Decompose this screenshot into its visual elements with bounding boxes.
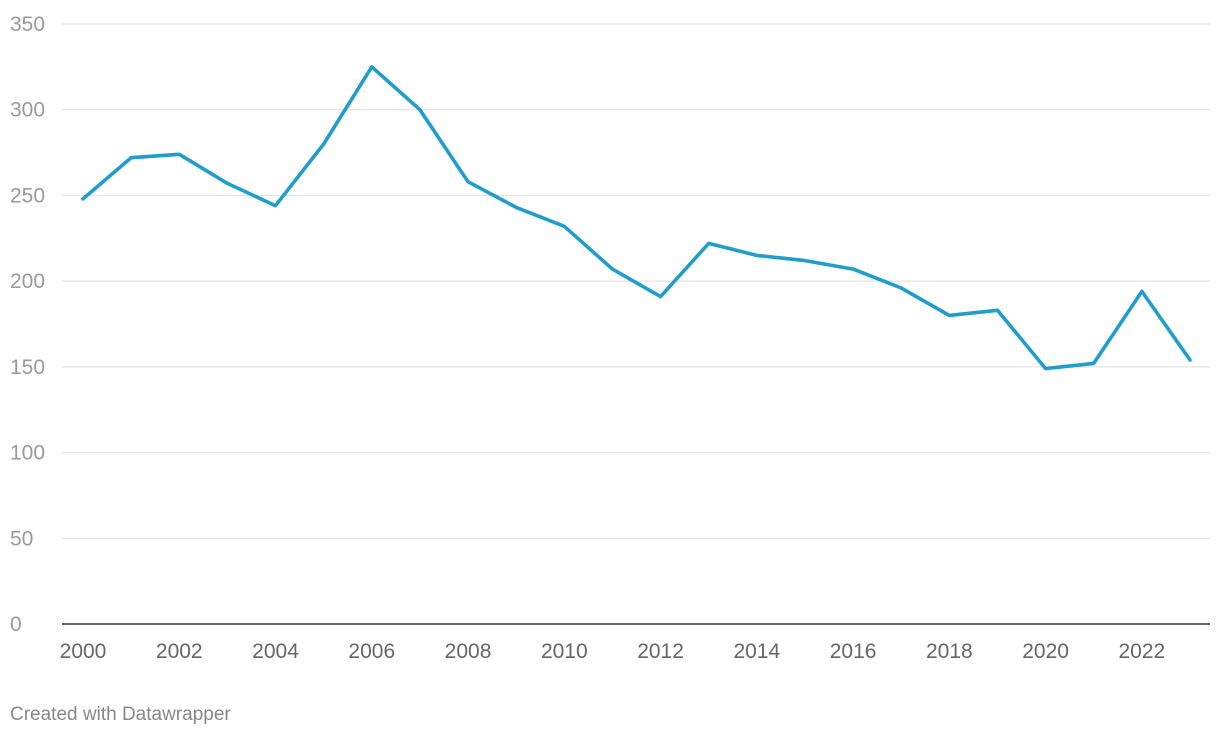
data-point-2015 bbox=[803, 259, 807, 263]
x-tick-label-2002: 2002 bbox=[156, 640, 203, 663]
x-tick-label-2018: 2018 bbox=[926, 640, 973, 663]
y-tick-label-350: 350 bbox=[10, 13, 45, 36]
data-point-2016 bbox=[851, 267, 855, 271]
data-point-2013 bbox=[707, 241, 711, 245]
data-point-2005 bbox=[322, 142, 326, 146]
series-group bbox=[81, 65, 1192, 371]
data-point-2006 bbox=[370, 65, 374, 69]
data-point-2009 bbox=[514, 205, 518, 209]
y-tick-label-150: 150 bbox=[10, 356, 45, 379]
footer-credit: Created with Datawrapper bbox=[10, 704, 231, 725]
series-line-0 bbox=[81, 65, 1192, 371]
data-point-2020 bbox=[1044, 367, 1048, 371]
y-tick-label-50: 50 bbox=[10, 527, 33, 550]
data-point-2021 bbox=[1092, 361, 1096, 365]
y-tick-label-250: 250 bbox=[10, 184, 45, 207]
x-tick-label-2020: 2020 bbox=[1022, 640, 1069, 663]
data-point-2019 bbox=[995, 308, 999, 312]
data-point-2008 bbox=[466, 180, 470, 184]
data-point-2004 bbox=[274, 204, 278, 208]
data-point-2001 bbox=[129, 156, 133, 160]
data-point-2007 bbox=[418, 108, 422, 112]
data-point-2018 bbox=[947, 313, 951, 317]
y-tick-label-200: 200 bbox=[10, 270, 45, 293]
data-point-2014 bbox=[755, 253, 759, 257]
data-point-2011 bbox=[610, 267, 614, 271]
x-tick-label-2016: 2016 bbox=[830, 640, 877, 663]
data-point-2023 bbox=[1188, 358, 1192, 362]
data-point-2000 bbox=[81, 197, 85, 201]
y-tick-label-100: 100 bbox=[10, 442, 45, 465]
x-tick-label-2012: 2012 bbox=[637, 640, 684, 663]
x-tick-label-2022: 2022 bbox=[1119, 640, 1166, 663]
x-tick-label-2004: 2004 bbox=[252, 640, 299, 663]
x-axis-ticks: 2000 2002 2004 2006 2008 2010 2012 2014 2016 2018… bbox=[60, 640, 1166, 663]
x-tick-label-2000: 2000 bbox=[60, 640, 107, 663]
data-point-2017 bbox=[899, 286, 903, 290]
y-tick-label-0: 0 bbox=[10, 613, 22, 636]
x-tick-label-2006: 2006 bbox=[348, 640, 395, 663]
x-tick-label-2008: 2008 bbox=[445, 640, 492, 663]
y-tick-label-300: 300 bbox=[10, 99, 45, 122]
x-tick-label-2010: 2010 bbox=[541, 640, 588, 663]
y-axis-ticks: 0 50 100 150 200 250 300 350 bbox=[10, 13, 45, 636]
data-point-2003 bbox=[225, 181, 229, 185]
data-point-2022 bbox=[1140, 289, 1144, 293]
data-point-2012 bbox=[659, 295, 663, 299]
data-point-2010 bbox=[562, 224, 566, 228]
data-point-2002 bbox=[177, 152, 181, 156]
x-tick-label-2014: 2014 bbox=[733, 640, 780, 663]
